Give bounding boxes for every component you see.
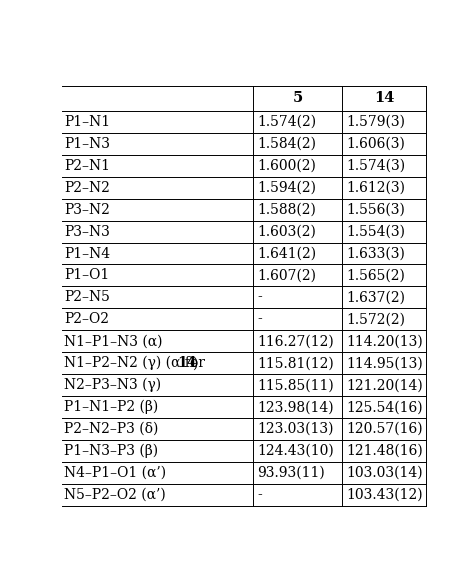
Text: -: -: [257, 488, 262, 502]
Text: 1.603(2): 1.603(2): [257, 225, 317, 238]
Text: 14: 14: [177, 357, 197, 370]
Text: 120.57(16): 120.57(16): [346, 422, 423, 436]
Text: 14: 14: [374, 92, 394, 105]
Text: P2–N2–P3 (δ): P2–N2–P3 (δ): [64, 422, 159, 436]
Text: -: -: [257, 290, 262, 305]
Text: 1.556(3): 1.556(3): [346, 203, 405, 217]
Text: 116.27(12): 116.27(12): [257, 334, 334, 348]
Text: 1.606(3): 1.606(3): [346, 137, 405, 151]
Text: 1.637(2): 1.637(2): [346, 290, 406, 305]
Text: P3–N3: P3–N3: [64, 225, 110, 238]
Text: N5–P2–O2 (α’): N5–P2–O2 (α’): [64, 488, 166, 502]
Text: P1–N1: P1–N1: [64, 115, 110, 129]
Text: P2–N1: P2–N1: [64, 159, 110, 173]
Text: 124.43(10): 124.43(10): [257, 444, 334, 458]
Text: 1.574(3): 1.574(3): [346, 159, 406, 173]
Text: N4–P1–O1 (α’): N4–P1–O1 (α’): [64, 466, 166, 480]
Text: 1.641(2): 1.641(2): [257, 247, 317, 260]
Text: 1.579(3): 1.579(3): [346, 115, 406, 129]
Text: P2–N5: P2–N5: [64, 290, 110, 305]
Text: 103.03(14): 103.03(14): [346, 466, 423, 480]
Text: 5: 5: [292, 92, 303, 105]
Text: 1.607(2): 1.607(2): [257, 268, 317, 282]
Text: P2–N2: P2–N2: [64, 181, 110, 195]
Text: 1.554(3): 1.554(3): [346, 225, 406, 238]
Text: N1–P1–N3 (α): N1–P1–N3 (α): [64, 334, 163, 348]
Text: P1–N3–P3 (β): P1–N3–P3 (β): [64, 444, 158, 458]
Text: 1.600(2): 1.600(2): [257, 159, 317, 173]
Text: N1–P2–N2 (γ) (α for: N1–P2–N2 (γ) (α for: [64, 356, 210, 370]
Text: N2–P3–N3 (γ): N2–P3–N3 (γ): [64, 378, 162, 392]
Text: P1–O1: P1–O1: [64, 268, 109, 282]
Text: P1–N1–P2 (β): P1–N1–P2 (β): [64, 400, 159, 414]
Text: 114.20(13): 114.20(13): [346, 334, 423, 348]
Text: 1.584(2): 1.584(2): [257, 137, 317, 151]
Text: 123.98(14): 123.98(14): [257, 400, 334, 414]
Text: ): ): [192, 357, 198, 370]
Text: P1–N3: P1–N3: [64, 137, 110, 151]
Text: 1.565(2): 1.565(2): [346, 268, 405, 282]
Text: 1.572(2): 1.572(2): [346, 312, 406, 327]
Text: 1.612(3): 1.612(3): [346, 181, 406, 195]
Text: P3–N2: P3–N2: [64, 203, 110, 217]
Text: P1–N4: P1–N4: [64, 247, 110, 260]
Text: 115.81(12): 115.81(12): [257, 357, 334, 370]
Text: 114.95(13): 114.95(13): [346, 357, 423, 370]
Text: 123.03(13): 123.03(13): [257, 422, 334, 436]
Text: 1.574(2): 1.574(2): [257, 115, 317, 129]
Text: 1.588(2): 1.588(2): [257, 203, 317, 217]
Text: P2–O2: P2–O2: [64, 312, 109, 327]
Text: -: -: [257, 312, 262, 327]
Text: 103.43(12): 103.43(12): [346, 488, 423, 502]
Text: 93.93(11): 93.93(11): [257, 466, 325, 480]
Text: 115.85(11): 115.85(11): [257, 378, 334, 392]
Text: 121.48(16): 121.48(16): [346, 444, 423, 458]
Text: 121.20(14): 121.20(14): [346, 378, 423, 392]
Text: 125.54(16): 125.54(16): [346, 400, 423, 414]
Text: 1.633(3): 1.633(3): [346, 247, 405, 260]
Text: 1.594(2): 1.594(2): [257, 181, 317, 195]
